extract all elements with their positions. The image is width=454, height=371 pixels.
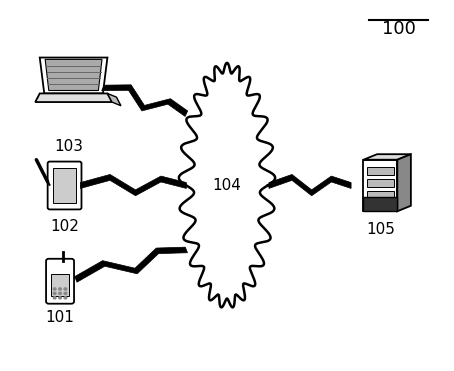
Text: 104: 104 bbox=[212, 178, 242, 193]
FancyBboxPatch shape bbox=[46, 259, 74, 304]
Polygon shape bbox=[45, 59, 102, 91]
Circle shape bbox=[64, 297, 67, 299]
Circle shape bbox=[59, 292, 61, 295]
Circle shape bbox=[64, 288, 67, 290]
Polygon shape bbox=[35, 93, 112, 102]
Polygon shape bbox=[364, 154, 411, 160]
FancyBboxPatch shape bbox=[53, 168, 76, 203]
FancyBboxPatch shape bbox=[367, 179, 394, 187]
Polygon shape bbox=[80, 174, 187, 196]
Circle shape bbox=[59, 288, 61, 290]
Circle shape bbox=[53, 292, 56, 295]
FancyBboxPatch shape bbox=[48, 161, 81, 210]
Text: 103: 103 bbox=[54, 139, 84, 154]
Polygon shape bbox=[102, 85, 188, 116]
Circle shape bbox=[59, 297, 61, 299]
Polygon shape bbox=[397, 154, 411, 211]
Polygon shape bbox=[40, 58, 108, 93]
Polygon shape bbox=[179, 63, 275, 307]
Text: 102: 102 bbox=[50, 219, 79, 234]
FancyBboxPatch shape bbox=[367, 191, 394, 198]
FancyBboxPatch shape bbox=[364, 160, 397, 211]
FancyBboxPatch shape bbox=[364, 197, 397, 211]
Circle shape bbox=[64, 292, 67, 295]
Polygon shape bbox=[75, 247, 188, 282]
Circle shape bbox=[53, 288, 56, 290]
Text: 101: 101 bbox=[45, 310, 74, 325]
Text: 100: 100 bbox=[381, 20, 415, 38]
Circle shape bbox=[53, 297, 56, 299]
FancyBboxPatch shape bbox=[367, 167, 394, 175]
FancyBboxPatch shape bbox=[51, 274, 69, 296]
Text: 105: 105 bbox=[366, 221, 395, 237]
Polygon shape bbox=[269, 174, 351, 196]
Polygon shape bbox=[108, 93, 121, 106]
